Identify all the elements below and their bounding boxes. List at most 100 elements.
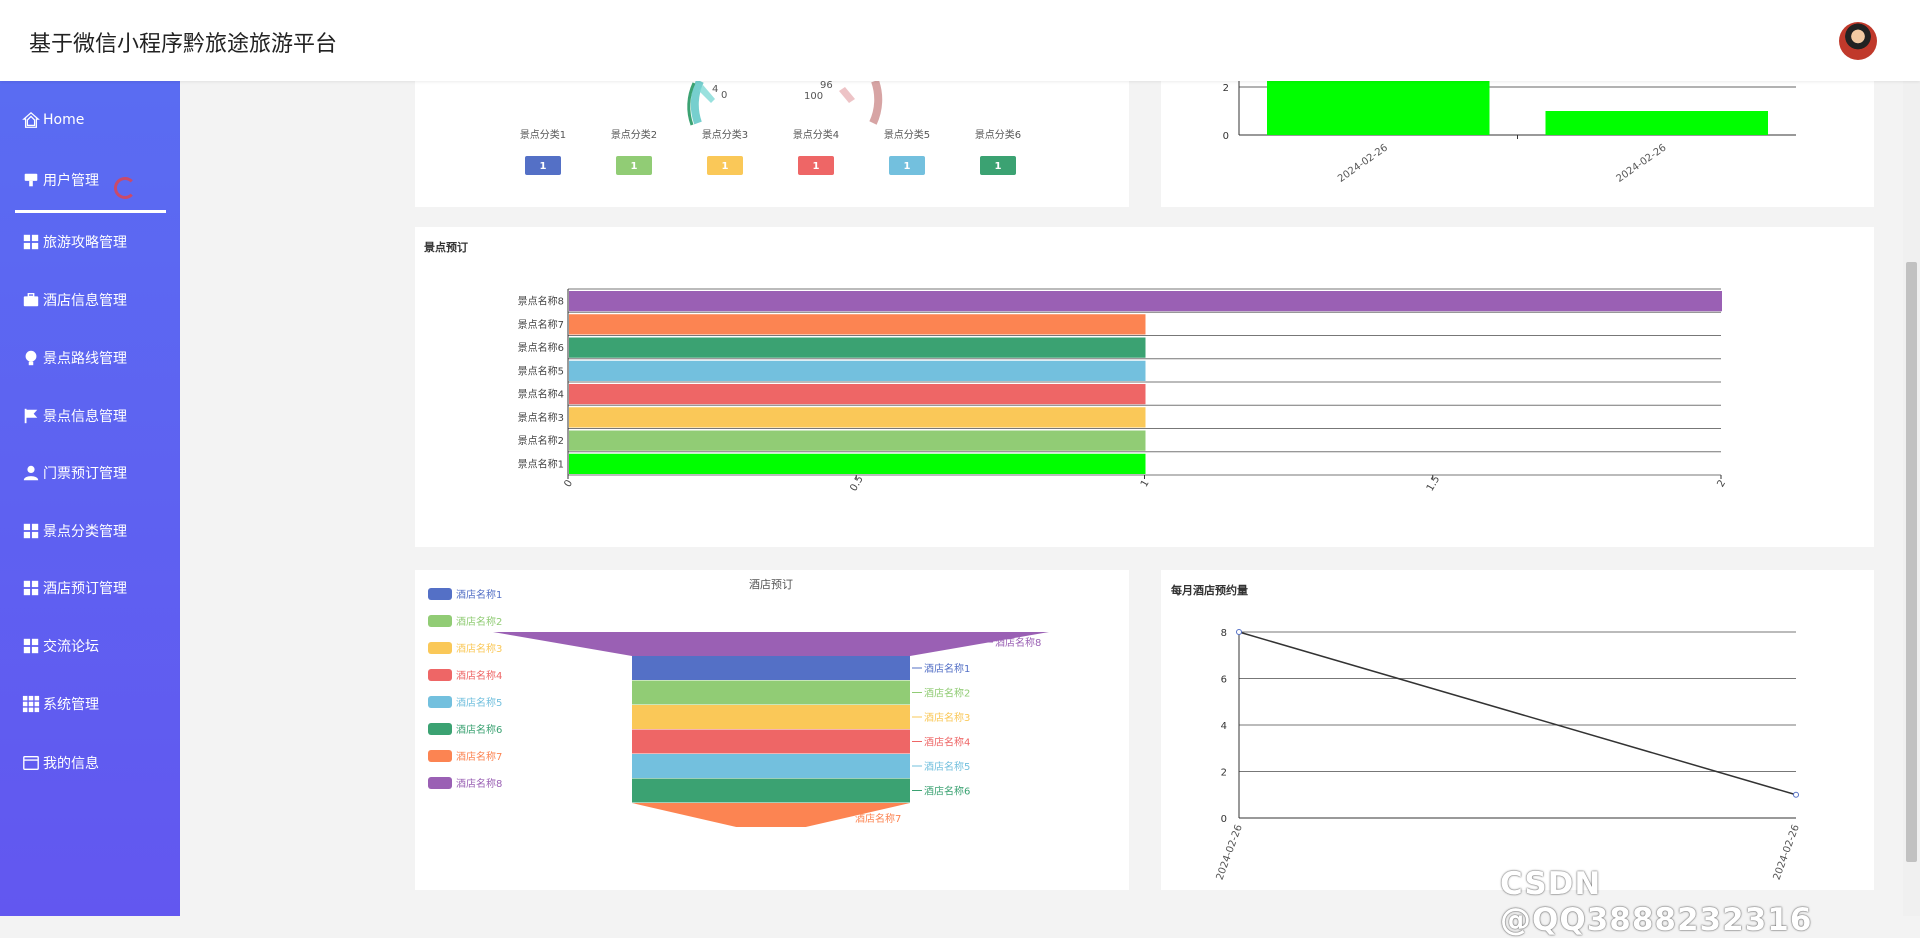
- y-tick-label: 景点名称4: [518, 388, 564, 401]
- gauge-label-2: 0: [721, 90, 727, 101]
- x-tick-label: 2024-02-26: [1615, 142, 1669, 184]
- gauge-value-label: 1: [904, 161, 911, 172]
- gauge-value-badge: [616, 156, 652, 175]
- bar: [1267, 81, 1490, 135]
- funnel-segment: [632, 803, 910, 827]
- user-avatar[interactable]: [1839, 22, 1877, 60]
- gauge-value-label: 1: [540, 161, 547, 172]
- legend-swatch: [428, 696, 452, 708]
- gauge-category-label: 景点分类5: [884, 128, 930, 141]
- x-tick-label: 2024-02-26: [1336, 142, 1390, 184]
- page-scrollbar-thumb[interactable]: [1906, 262, 1917, 862]
- user-manage-icon: [24, 173, 38, 187]
- sidebar-item-label: 酒店预订管理: [43, 581, 127, 597]
- gauge-value-badge: [980, 156, 1016, 175]
- funnel-label: 酒店名称3: [924, 711, 970, 724]
- legend-label: 酒店名称3: [456, 642, 502, 655]
- legend-swatch: [428, 777, 452, 789]
- legend-label: 酒店名称5: [456, 696, 502, 709]
- top-header: 基于微信小程序黔旅途旅游平台: [0, 0, 1920, 81]
- sidebar-item-home[interactable]: Home: [22, 105, 84, 135]
- gauge-category-label: 景点分类4: [793, 128, 839, 141]
- grid-icon: [23, 523, 39, 539]
- daily-bar-chart: 2 0 2024-02-26 2024-02-26: [1223, 81, 1796, 185]
- sidebar-item-hotel-bookings[interactable]: 酒店预订管理: [22, 573, 127, 603]
- loading-spinner-icon: [114, 177, 136, 199]
- gauge-value-label: 1: [631, 161, 638, 172]
- bar: [569, 337, 1146, 358]
- funnel-segment: [632, 656, 910, 680]
- funnel-label: 酒店名称5: [924, 760, 970, 773]
- legend-swatch: [428, 615, 452, 627]
- sidebar-item-categories[interactable]: 景点分类管理: [22, 516, 127, 546]
- bar: [569, 314, 1146, 335]
- x-tick-label: 1.5: [1425, 474, 1442, 493]
- funnel-label: 酒店名称4: [924, 736, 970, 749]
- bulb-icon: [25, 350, 37, 366]
- funnel-label: 酒店名称7: [855, 812, 901, 825]
- person-icon: [23, 465, 39, 481]
- sidebar-item-guides[interactable]: 旅游攻略管理: [22, 227, 127, 257]
- y-tick-label: 景点名称1: [518, 457, 564, 470]
- funnel-label: 酒店名称6: [924, 785, 970, 798]
- x-tick-label: 2024-02-26: [1215, 823, 1245, 881]
- funnel-segment: [632, 778, 910, 803]
- chart-title: 每月酒店预约量: [1171, 584, 1248, 597]
- gauge-value-label: 1: [722, 161, 729, 172]
- spot-category-gauge-card: 4 0 96 100 景点分类1 1 景点分类2 1 景点分类3 1 景点分类4 1 景点分类5…: [415, 79, 1129, 207]
- sidebar-item-label: 酒店信息管理: [43, 293, 127, 309]
- sidebar-item-label: 旅游攻略管理: [43, 235, 127, 251]
- legend-swatch: [428, 750, 452, 762]
- spot-booking-card: 景点预订 景点名称1 景点名称2 景点名称3 景点名称4 景点名称5 景点名称6 景点名称7…: [415, 227, 1874, 547]
- sidebar-item-hotels[interactable]: 酒店信息管理: [22, 285, 127, 315]
- sidebar-item-tickets[interactable]: 门票预订管理: [22, 458, 127, 488]
- daily-bar-card: 2 0 2024-02-26 2024-02-26: [1161, 81, 1874, 207]
- gauge-label-1: 4: [712, 84, 718, 95]
- sidebar-item-forum[interactable]: 交流论坛: [22, 631, 99, 661]
- y-tick-label: 8: [1221, 628, 1227, 639]
- sidebar-item-system[interactable]: 系统管理: [22, 689, 99, 719]
- apps-icon: [22, 695, 40, 713]
- sidebar-item-spots[interactable]: 景点信息管理: [22, 401, 127, 431]
- y-tick-label: 2: [1221, 768, 1227, 779]
- gauge-value-label: 1: [813, 161, 820, 172]
- funnel-segment: [493, 632, 1049, 656]
- spot-booking-bar-chart: 景点名称1 景点名称2 景点名称3 景点名称4 景点名称5 景点名称6 景点名称7 景点名称8…: [518, 288, 1728, 493]
- gauge-value-badge: [798, 156, 834, 175]
- gauge-category-label: 景点分类2: [611, 128, 657, 141]
- legend-swatch: [428, 669, 452, 681]
- bar: [569, 430, 1146, 451]
- funnel-label: 酒店名称8: [995, 636, 1041, 649]
- series-line: [1238, 631, 1797, 796]
- y-tick-label: 2: [1223, 83, 1229, 94]
- sidebar-item-routes[interactable]: 景点路线管理: [22, 343, 127, 373]
- funnel-segment: [632, 754, 910, 778]
- home-icon: [22, 111, 40, 128]
- gauge-label-4: 100: [804, 91, 823, 102]
- y-tick-label: 0: [1223, 131, 1229, 142]
- y-tick-label: 景点名称6: [518, 341, 564, 354]
- legend-label: 酒店名称6: [456, 723, 502, 736]
- card-icon: [23, 756, 39, 770]
- y-tick-label: 景点名称5: [518, 364, 564, 377]
- sidebar-item-label: 系统管理: [43, 697, 99, 713]
- sidebar: Home 用户管理 旅游攻略管理 酒店信息管理 景点路线管理 景点信息管理 门票…: [0, 81, 180, 916]
- sidebar-item-label: 用户管理: [43, 173, 99, 189]
- bar: [569, 291, 1722, 312]
- grid-icon: [23, 580, 39, 596]
- app-title: 基于微信小程序黔旅途旅游平台: [29, 32, 338, 57]
- chart-title: 酒店预订: [749, 577, 793, 591]
- gauge-legend: 景点分类1 1 景点分类2 1 景点分类3 1 景点分类4 1 景点分类5 1 景点分类6 1: [520, 128, 1021, 175]
- sidebar-item-users[interactable]: 用户管理: [22, 165, 99, 195]
- legend-label: 酒店名称8: [456, 777, 502, 790]
- sidebar-item-label: 景点路线管理: [43, 351, 127, 367]
- x-tick-label: 0: [562, 478, 575, 489]
- gauge-value-label: 1: [995, 161, 1002, 172]
- legend-swatch: [428, 642, 452, 654]
- briefcase-icon: [23, 293, 39, 307]
- y-tick-label: 景点名称3: [518, 411, 564, 424]
- gauge-value-badge: [889, 156, 925, 175]
- y-tick-label: 6: [1221, 675, 1227, 686]
- sidebar-item-profile[interactable]: 我的信息: [22, 748, 99, 778]
